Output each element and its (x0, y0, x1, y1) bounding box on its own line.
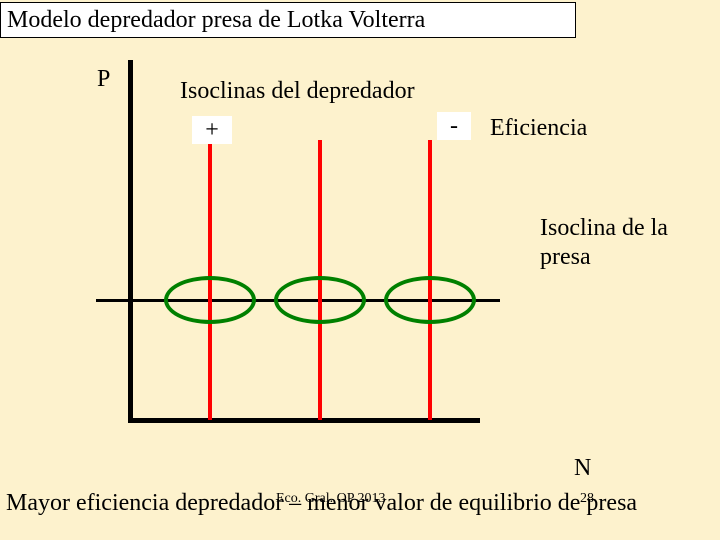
slide-root: Modelo depredador presa de Lotka Volterr… (0, 0, 720, 540)
minus-symbol: - (437, 112, 471, 140)
prey-iso-label-2: presa (540, 244, 591, 271)
title-banner: Modelo depredador presa de Lotka Volterr… (0, 2, 576, 38)
equilibrium-ellipse-1 (164, 276, 256, 324)
footer-page-number: 28 (580, 491, 594, 507)
efficiency-label: Eficiencia (490, 115, 587, 142)
footer-center-overlay: Eco. Gral. OP 2013 (276, 491, 386, 507)
equilibrium-ellipse-3 (384, 276, 476, 324)
y-axis (128, 60, 133, 423)
prey-iso-label-1: Isoclina de la (540, 215, 668, 242)
y-axis-label: P (97, 66, 110, 93)
equilibrium-ellipse-2 (274, 276, 366, 324)
plus-symbol: + (192, 116, 232, 144)
isoclines-title: Isoclinas del depredador (180, 78, 415, 105)
x-axis-label: N (574, 455, 591, 482)
title-text: Modelo depredador presa de Lotka Volterr… (7, 7, 425, 34)
